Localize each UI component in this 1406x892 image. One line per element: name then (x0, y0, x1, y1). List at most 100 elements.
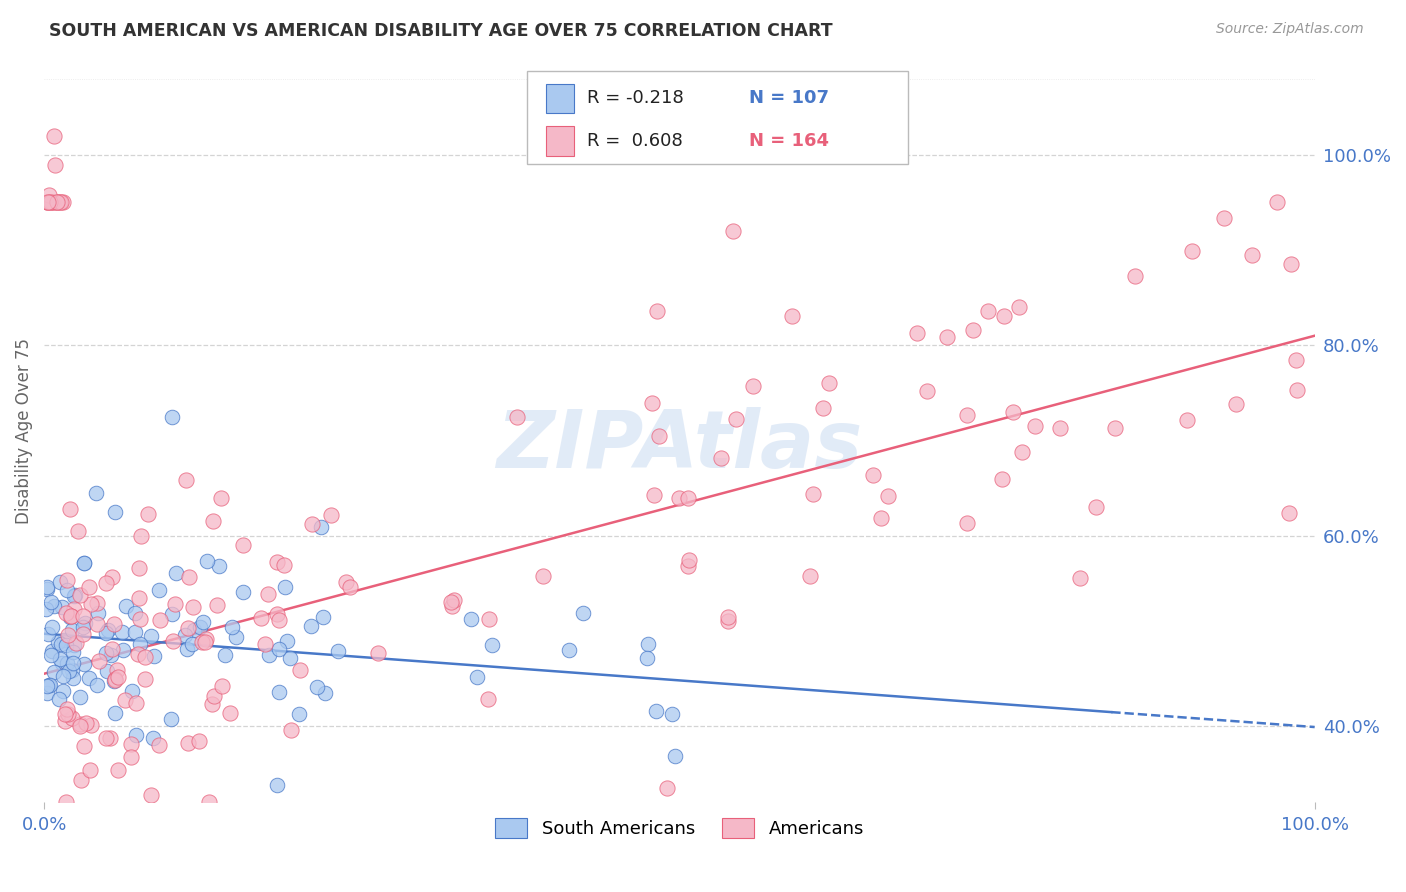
Point (440, 595, 463, 609)
Point (96, 664, 118, 678)
Point (187, 734, 209, 748)
Point (266, 778, 288, 792)
Point (48, 692, 70, 706)
Point (148, 738, 170, 752)
Point (1175, 412, 1198, 426)
Point (159, 712, 181, 726)
Point (202, 690, 225, 704)
Point (139, 629, 162, 643)
Point (162, 607, 184, 621)
Point (962, 323, 984, 337)
Point (39, 195, 62, 210)
Point (201, 697, 224, 711)
Point (205, 598, 228, 612)
Point (104, 706, 127, 720)
Point (38, 187, 60, 202)
Point (801, 486, 824, 500)
Point (991, 472, 1014, 486)
Point (1285, 383, 1308, 397)
Point (42, 665, 65, 679)
Point (69, 773, 91, 788)
Point (936, 330, 959, 344)
Point (1002, 405, 1025, 419)
Point (124, 606, 146, 620)
Text: SOUTH AMERICAN VS AMERICAN DISABILITY AGE OVER 75 CORRELATION CHART: SOUTH AMERICAN VS AMERICAN DISABILITY AG… (49, 22, 832, 40)
Point (288, 707, 311, 722)
Point (993, 309, 1015, 323)
Point (96, 731, 118, 745)
Point (253, 637, 276, 651)
Point (269, 641, 291, 656)
Bar (546, 84, 574, 113)
Point (780, 310, 803, 324)
Point (69, 717, 91, 731)
Text: R =  0.608: R = 0.608 (586, 132, 682, 150)
Point (75, 715, 97, 730)
Point (107, 670, 129, 684)
Point (505, 410, 527, 425)
Point (266, 555, 288, 569)
Point (129, 612, 152, 626)
Point (87, 654, 110, 668)
Point (86, 596, 108, 610)
Text: Source: ZipAtlas.com: Source: ZipAtlas.com (1216, 22, 1364, 37)
Point (114, 692, 136, 706)
Point (134, 672, 156, 686)
Point (177, 621, 200, 635)
Point (862, 467, 884, 482)
Point (1279, 257, 1302, 271)
Point (1011, 445, 1033, 459)
Point (41, 644, 63, 658)
Point (1265, 195, 1288, 210)
Point (55, 795, 77, 809)
Point (101, 570, 124, 584)
Point (1049, 420, 1071, 434)
Point (120, 737, 142, 751)
Point (56, 656, 79, 670)
Point (197, 795, 219, 809)
Point (162, 634, 184, 648)
Point (193, 615, 215, 630)
Point (63, 588, 86, 602)
Point (301, 516, 323, 531)
Point (37, 582, 59, 597)
Point (266, 607, 288, 621)
Point (77, 671, 100, 685)
Point (37, 627, 59, 641)
Point (1123, 268, 1146, 283)
Point (125, 728, 148, 742)
Point (176, 642, 198, 657)
Point (42, 599, 65, 613)
Point (678, 553, 700, 567)
Point (811, 401, 834, 415)
Point (56, 573, 79, 587)
Point (73, 556, 96, 570)
Point (38, 677, 60, 691)
Bar (546, 126, 574, 156)
Point (53, 632, 76, 647)
Point (478, 612, 501, 626)
Point (131, 529, 153, 543)
Point (46, 635, 69, 649)
Point (645, 704, 668, 718)
Point (1008, 300, 1031, 314)
Point (1241, 248, 1264, 262)
Point (477, 692, 499, 706)
Point (35, 601, 58, 615)
Point (165, 597, 187, 611)
Point (59, 609, 82, 624)
Point (250, 610, 273, 624)
Point (280, 723, 302, 738)
Point (309, 520, 332, 534)
Point (100, 648, 122, 662)
Point (56, 707, 79, 722)
Point (41, 620, 63, 634)
Point (114, 599, 136, 613)
Point (710, 451, 733, 466)
Point (72, 608, 94, 623)
Point (86, 485, 108, 500)
Point (98, 731, 121, 745)
Point (641, 396, 664, 410)
Point (259, 648, 281, 663)
Point (103, 617, 125, 632)
